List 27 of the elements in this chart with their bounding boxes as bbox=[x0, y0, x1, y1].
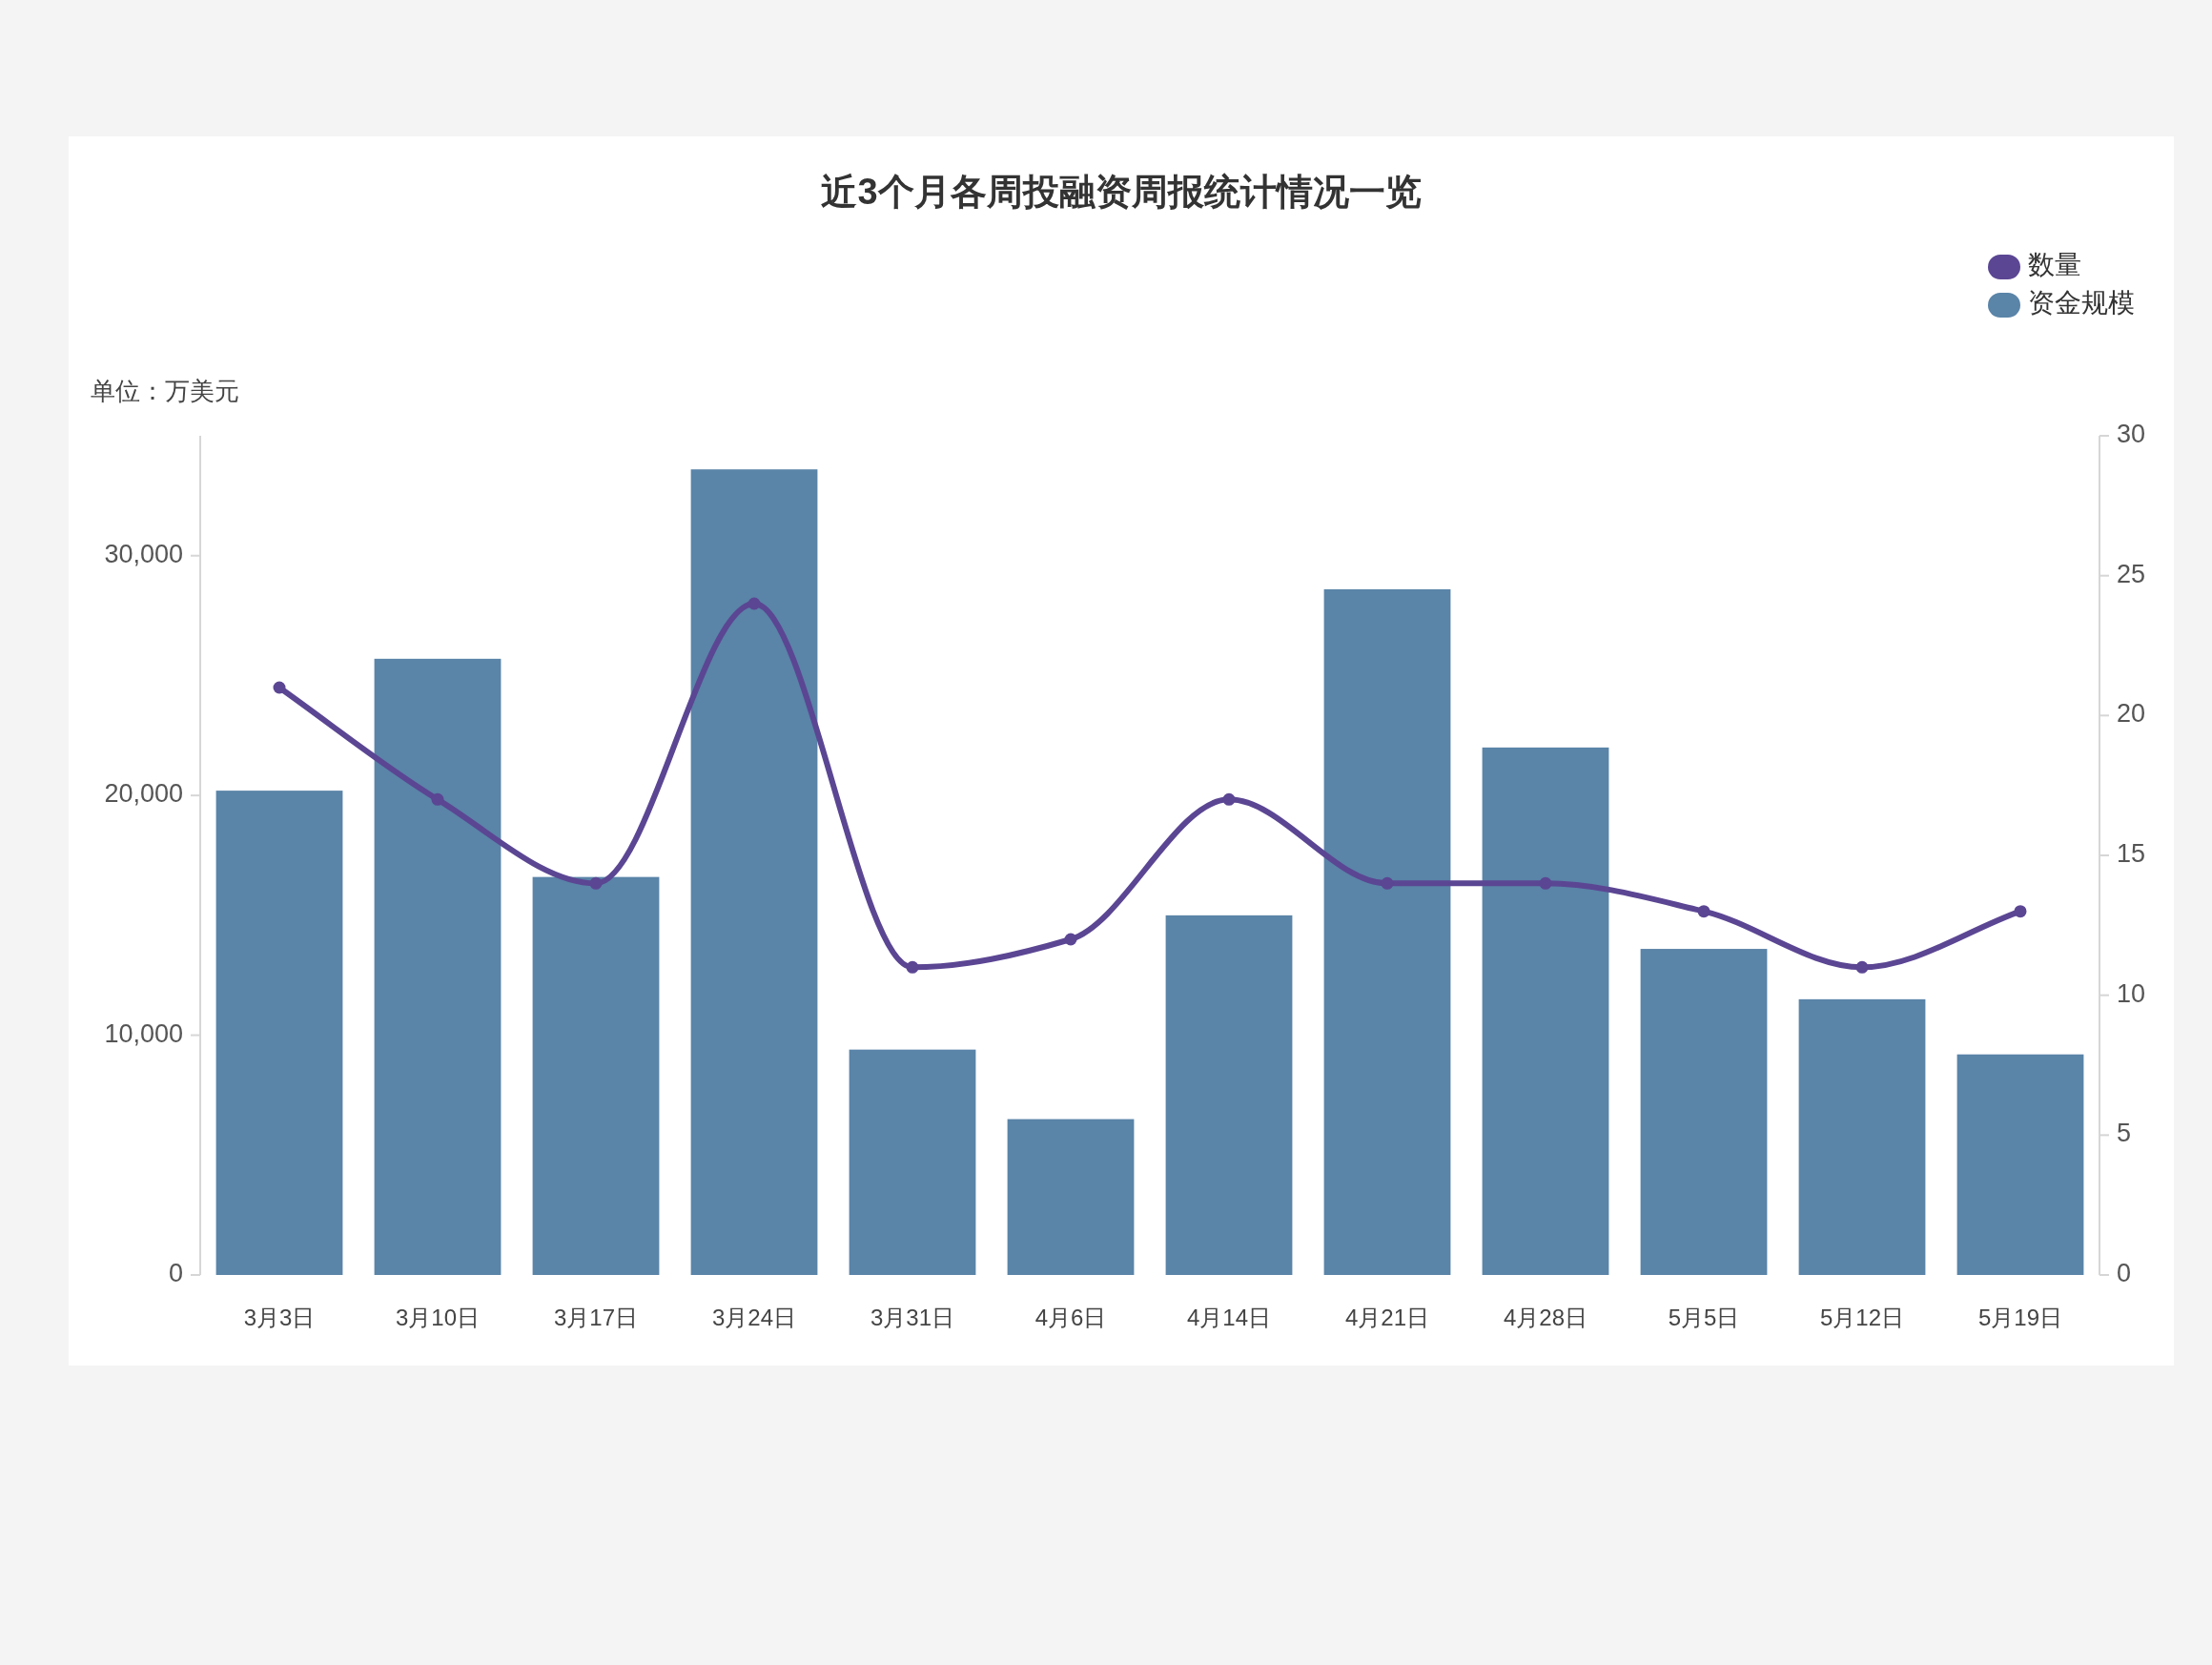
x-tick-label: 3月24日 bbox=[712, 1305, 796, 1331]
x-tick-label: 3月31日 bbox=[870, 1305, 954, 1331]
y-tick-label: 0 bbox=[168, 1259, 183, 1288]
x-tick-label: 4月28日 bbox=[1504, 1305, 1587, 1331]
x-tick-label: 4月14日 bbox=[1187, 1305, 1271, 1331]
x-tick-label: 3月17日 bbox=[554, 1305, 638, 1331]
ylabel: 单位：万美元 bbox=[91, 376, 239, 405]
y2-tick-label: 10 bbox=[2117, 978, 2146, 1008]
y2-tick-label: 30 bbox=[2117, 420, 2146, 449]
x-tick-label: 5月5日 bbox=[1668, 1305, 1740, 1331]
x-tick-label: 5月12日 bbox=[1820, 1305, 1904, 1331]
x-tick-label: 3月3日 bbox=[243, 1305, 316, 1331]
y-tick-label: 10,000 bbox=[104, 1018, 183, 1048]
y2-tick-label: 15 bbox=[2117, 839, 2146, 869]
y-tick-label: 30,000 bbox=[104, 539, 183, 568]
y2-tick-label: 0 bbox=[2117, 1259, 2132, 1288]
y2-tick-label: 20 bbox=[2117, 699, 2146, 729]
x-tick-label: 4月6日 bbox=[1034, 1305, 1107, 1331]
x-tick-label: 4月21日 bbox=[1345, 1305, 1429, 1331]
y2-tick-label: 5 bbox=[2117, 1119, 2132, 1148]
y2-tick-label: 25 bbox=[2117, 559, 2146, 588]
legend-label: 数量 bbox=[2028, 250, 2081, 280]
legend-label: 资金规模 bbox=[2028, 288, 2135, 319]
y-tick-label: 20,000 bbox=[104, 779, 183, 809]
x-tick-label: 5月19日 bbox=[1978, 1305, 2062, 1331]
x-tick-label: 3月10日 bbox=[396, 1305, 480, 1331]
title: 近3个月各周投融资周报统计情况一览 bbox=[821, 172, 1422, 213]
